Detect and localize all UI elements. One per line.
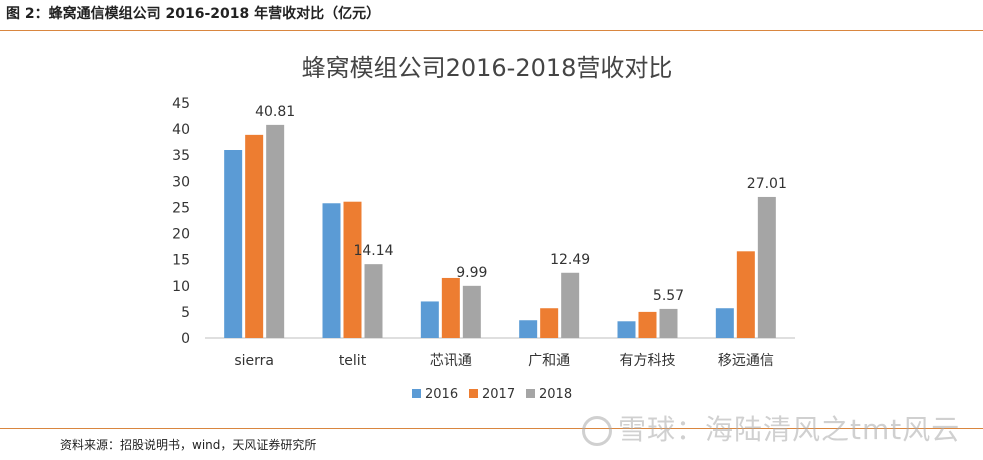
bar-2017-1 bbox=[343, 201, 362, 338]
data-label: 9.99 bbox=[456, 265, 487, 281]
y-tick-label: 20 bbox=[172, 227, 190, 243]
bar-2018-2 bbox=[462, 285, 481, 338]
data-label: 40.81 bbox=[255, 104, 295, 120]
category-label: 移远通信 bbox=[718, 353, 774, 369]
y-tick-label: 10 bbox=[172, 279, 190, 295]
bar-2018-3 bbox=[561, 272, 580, 338]
bar-2017-3 bbox=[540, 308, 559, 338]
y-tick-label: 25 bbox=[172, 200, 190, 216]
y-tick-label: 0 bbox=[181, 331, 190, 347]
bar-2016-3 bbox=[519, 320, 538, 338]
y-tick-label: 35 bbox=[172, 148, 190, 164]
watermark: 雪球：海陆清风之tmt风云 bbox=[582, 408, 960, 448]
watermark-text: 雪球：海陆清风之tmt风云 bbox=[618, 413, 961, 446]
legend-label: 2016 bbox=[425, 387, 458, 402]
source-note: 资料来源：招股说明书，wind，天风证券研究所 bbox=[60, 438, 317, 452]
bar-2017-0 bbox=[245, 134, 264, 338]
y-tick-label: 15 bbox=[172, 253, 190, 269]
legend-swatch bbox=[412, 389, 421, 398]
data-label: 14.14 bbox=[353, 243, 393, 259]
category-label: 芯讯通 bbox=[430, 353, 472, 369]
bar-2018-5 bbox=[757, 196, 776, 338]
top-divider bbox=[0, 30, 983, 31]
bar-2017-5 bbox=[736, 251, 755, 338]
bar-2016-1 bbox=[322, 203, 341, 338]
y-tick-label: 40 bbox=[172, 122, 190, 138]
bar-2016-2 bbox=[420, 301, 439, 338]
bar-chart: 蜂窝模组公司2016-2018营收对比 0 5 10 15 20 25 30 35 40 45 si… bbox=[172, 54, 795, 402]
axes: 0 5 10 15 20 25 30 35 40 45 sierra telit 芯讯通 广和通 有方科技 移… bbox=[172, 96, 795, 369]
legend-swatch bbox=[469, 389, 478, 398]
bar-2017-2 bbox=[441, 277, 460, 338]
data-label: 12.49 bbox=[550, 252, 590, 268]
bar-2016-5 bbox=[715, 308, 734, 338]
legend-label: 2017 bbox=[482, 387, 515, 402]
category-label: sierra bbox=[234, 353, 274, 369]
bar-2018-1 bbox=[364, 264, 383, 338]
legend-swatch bbox=[526, 389, 535, 398]
y-tick-label: 5 bbox=[181, 305, 190, 321]
legend-label: 2018 bbox=[539, 387, 572, 402]
chart-title: 蜂窝模组公司2016-2018营收对比 bbox=[302, 54, 673, 82]
category-label: 广和通 bbox=[528, 353, 570, 369]
data-label: 5.57 bbox=[653, 288, 684, 304]
figure-caption: 图 2：蜂窝通信模组公司 2016-2018 年营收对比（亿元） bbox=[6, 6, 381, 22]
bar-2018-0 bbox=[266, 124, 285, 339]
category-label: telit bbox=[339, 353, 367, 369]
category-label: 有方科技 bbox=[620, 353, 676, 369]
bar-2016-0 bbox=[224, 150, 243, 338]
legend: 2016 2017 2018 bbox=[412, 387, 572, 402]
data-label: 27.01 bbox=[747, 176, 787, 192]
bar-2017-4 bbox=[638, 311, 657, 338]
watermark-logo-icon bbox=[582, 416, 612, 446]
bar-2016-4 bbox=[617, 321, 636, 338]
bars bbox=[224, 124, 776, 339]
bar-2018-4 bbox=[659, 308, 678, 338]
bottom-divider bbox=[0, 428, 983, 429]
data-labels: 40.81 14.14 9.99 12.49 5.57 27.01 bbox=[255, 104, 787, 304]
y-tick-label: 45 bbox=[172, 96, 190, 112]
y-tick-label: 30 bbox=[172, 174, 190, 190]
